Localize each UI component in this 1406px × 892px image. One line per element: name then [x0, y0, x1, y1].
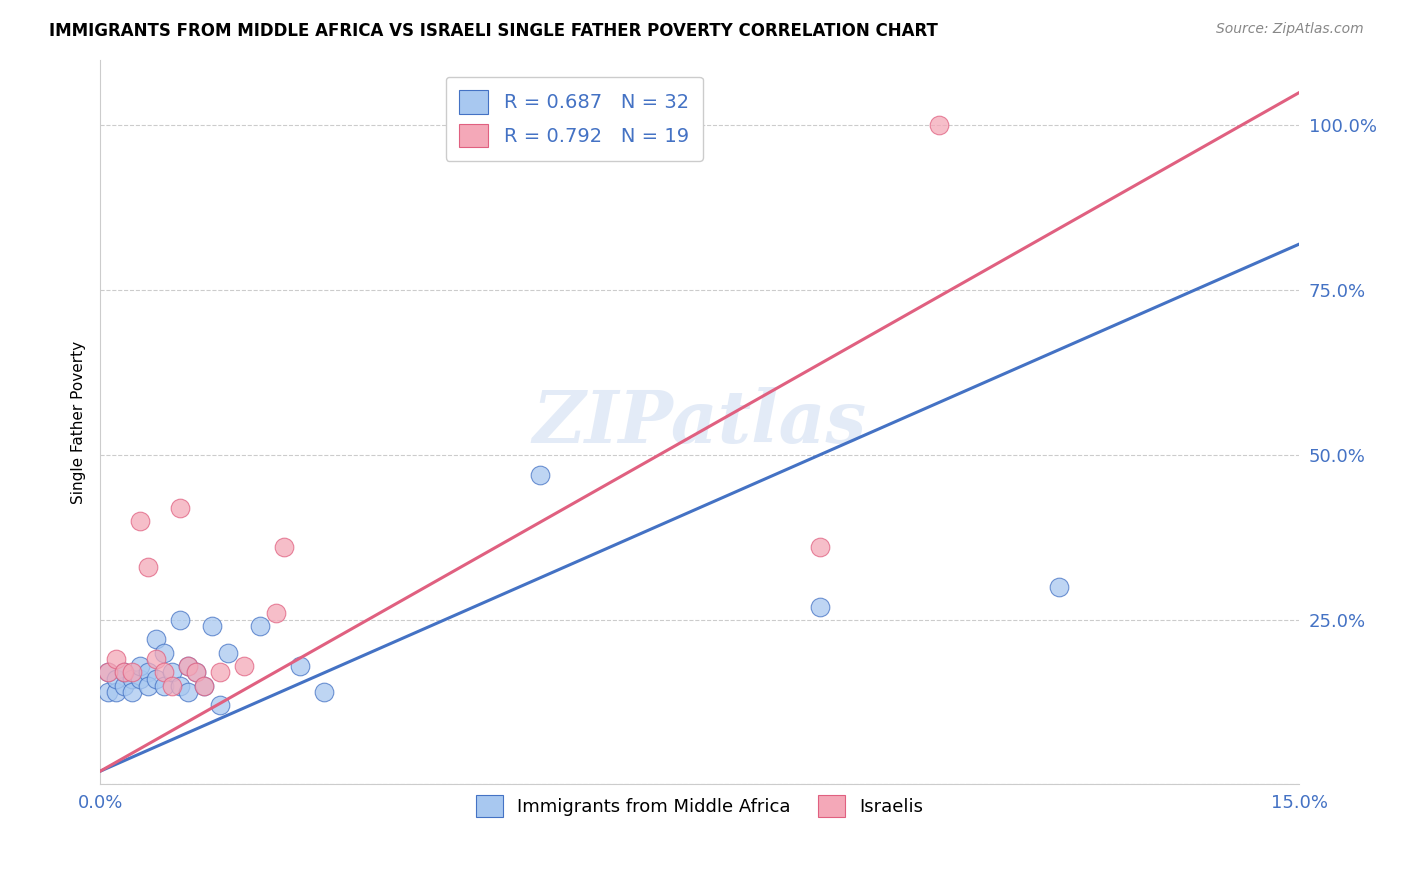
Point	[153, 679, 176, 693]
Point	[217, 646, 239, 660]
Point	[129, 514, 152, 528]
Point	[169, 613, 191, 627]
Point	[177, 658, 200, 673]
Text: Source: ZipAtlas.com: Source: ZipAtlas.com	[1216, 22, 1364, 37]
Point	[136, 679, 159, 693]
Point	[208, 665, 231, 680]
Point	[121, 685, 143, 699]
Point	[288, 658, 311, 673]
Point	[169, 500, 191, 515]
Point	[928, 119, 950, 133]
Point	[145, 672, 167, 686]
Point	[129, 658, 152, 673]
Point	[129, 672, 152, 686]
Point	[233, 658, 256, 673]
Point	[136, 665, 159, 680]
Point	[97, 665, 120, 680]
Point	[273, 540, 295, 554]
Legend: Immigrants from Middle Africa, Israelis: Immigrants from Middle Africa, Israelis	[467, 786, 932, 826]
Point	[145, 632, 167, 647]
Point	[97, 685, 120, 699]
Text: IMMIGRANTS FROM MIDDLE AFRICA VS ISRAELI SINGLE FATHER POVERTY CORRELATION CHART: IMMIGRANTS FROM MIDDLE AFRICA VS ISRAELI…	[49, 22, 938, 40]
Point	[177, 685, 200, 699]
Point	[177, 658, 200, 673]
Point	[153, 646, 176, 660]
Point	[112, 679, 135, 693]
Point	[153, 665, 176, 680]
Point	[312, 685, 335, 699]
Y-axis label: Single Father Poverty: Single Father Poverty	[72, 341, 86, 504]
Point	[121, 665, 143, 680]
Point	[160, 665, 183, 680]
Point	[201, 619, 224, 633]
Point	[529, 467, 551, 482]
Text: ZIPatlas: ZIPatlas	[533, 386, 866, 458]
Point	[105, 672, 128, 686]
Point	[121, 672, 143, 686]
Point	[264, 606, 287, 620]
Point	[184, 665, 207, 680]
Point	[808, 540, 831, 554]
Point	[112, 665, 135, 680]
Point	[105, 685, 128, 699]
Point	[184, 665, 207, 680]
Point	[1047, 580, 1070, 594]
Point	[208, 698, 231, 713]
Point	[193, 679, 215, 693]
Point	[136, 560, 159, 574]
Point	[105, 652, 128, 666]
Point	[112, 665, 135, 680]
Point	[97, 665, 120, 680]
Point	[145, 652, 167, 666]
Point	[169, 679, 191, 693]
Point	[193, 679, 215, 693]
Point	[160, 679, 183, 693]
Point	[249, 619, 271, 633]
Point	[808, 599, 831, 614]
